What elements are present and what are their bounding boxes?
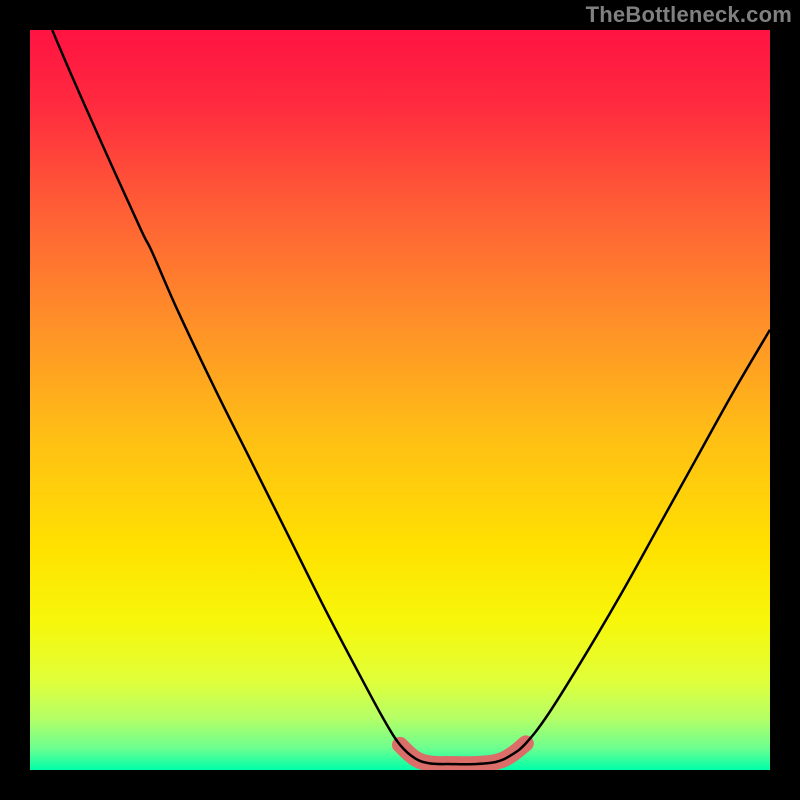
bottleneck-chart <box>0 0 800 800</box>
plot-background <box>30 30 770 770</box>
watermark-text: TheBottleneck.com <box>586 2 792 28</box>
stage: TheBottleneck.com <box>0 0 800 800</box>
